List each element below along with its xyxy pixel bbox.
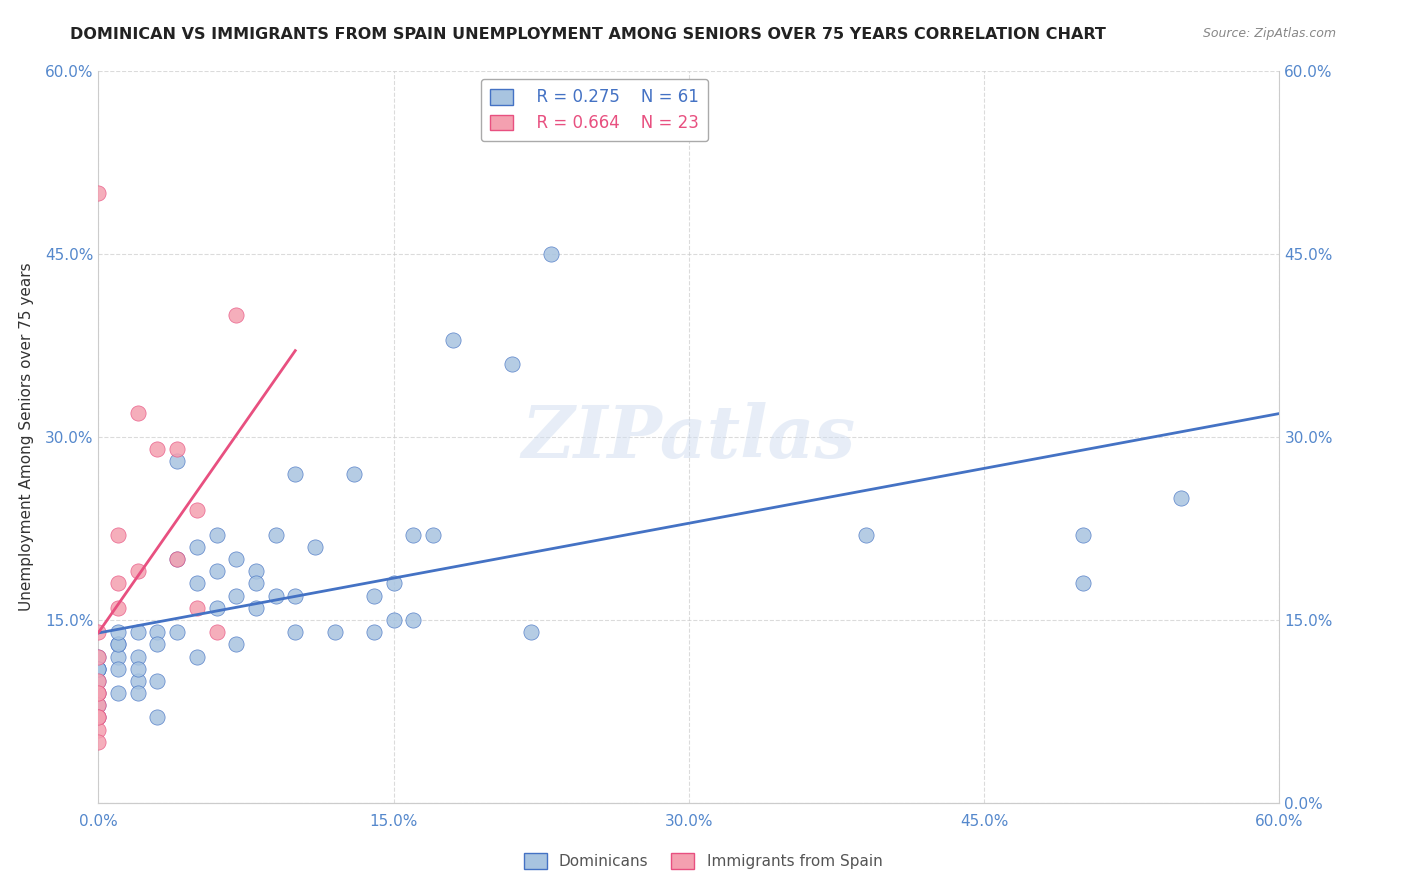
Legend:   R = 0.275    N = 61,   R = 0.664    N = 23: R = 0.275 N = 61, R = 0.664 N = 23 [481, 79, 707, 141]
Point [186, 540, 208, 554]
Point [87, 673, 110, 688]
Point [855, 527, 877, 541]
Point [146, 442, 169, 457]
Point [127, 662, 149, 676]
Point [343, 467, 366, 481]
Point [166, 454, 188, 468]
Point [166, 442, 188, 457]
Point [127, 625, 149, 640]
Point [87, 735, 110, 749]
Point [186, 600, 208, 615]
Point [363, 589, 385, 603]
Point [186, 576, 208, 591]
Point [205, 564, 228, 578]
Text: ZIPatlas: ZIPatlas [522, 401, 856, 473]
Point [205, 600, 228, 615]
Point [520, 625, 543, 640]
Point [127, 649, 149, 664]
Point [166, 625, 188, 640]
Point [107, 649, 129, 664]
Point [245, 564, 267, 578]
Point [323, 625, 346, 640]
Point [284, 625, 307, 640]
Point [1071, 576, 1094, 591]
Point [87, 662, 110, 676]
Point [107, 576, 129, 591]
Point [87, 649, 110, 664]
Point [264, 527, 287, 541]
Point [146, 625, 169, 640]
Point [264, 589, 287, 603]
Point [382, 613, 405, 627]
Point [225, 552, 247, 566]
Point [245, 576, 267, 591]
Point [87, 723, 110, 737]
Point [87, 710, 110, 724]
Point [107, 527, 129, 541]
Point [402, 613, 425, 627]
Point [87, 662, 110, 676]
Point [1071, 527, 1094, 541]
Point [304, 540, 326, 554]
Point [363, 625, 385, 640]
Point [382, 576, 405, 591]
Point [225, 308, 247, 322]
Point [146, 673, 169, 688]
Point [166, 552, 188, 566]
Point [245, 600, 267, 615]
Point [146, 637, 169, 651]
Point [205, 527, 228, 541]
Point [402, 527, 425, 541]
Point [1170, 491, 1192, 505]
Point [87, 710, 110, 724]
Point [284, 589, 307, 603]
Text: Source: ZipAtlas.com: Source: ZipAtlas.com [1202, 27, 1336, 40]
Point [87, 698, 110, 713]
Point [501, 357, 523, 371]
Y-axis label: Unemployment Among Seniors over 75 years: Unemployment Among Seniors over 75 years [18, 263, 34, 611]
Point [127, 686, 149, 700]
Point [87, 673, 110, 688]
Point [87, 649, 110, 664]
Point [87, 662, 110, 676]
Point [225, 637, 247, 651]
Point [127, 564, 149, 578]
Point [146, 710, 169, 724]
Point [186, 503, 208, 517]
Point [166, 552, 188, 566]
Point [107, 686, 129, 700]
Point [127, 673, 149, 688]
Legend: Dominicans, Immigrants from Spain: Dominicans, Immigrants from Spain [517, 847, 889, 875]
Point [284, 467, 307, 481]
Point [107, 600, 129, 615]
Point [87, 186, 110, 201]
Point [107, 662, 129, 676]
Point [225, 589, 247, 603]
Point [186, 649, 208, 664]
Point [107, 637, 129, 651]
Point [87, 625, 110, 640]
Point [87, 686, 110, 700]
Point [87, 710, 110, 724]
Point [87, 686, 110, 700]
Point [87, 686, 110, 700]
Point [87, 698, 110, 713]
Point [107, 637, 129, 651]
Point [422, 527, 444, 541]
Text: DOMINICAN VS IMMIGRANTS FROM SPAIN UNEMPLOYMENT AMONG SENIORS OVER 75 YEARS CORR: DOMINICAN VS IMMIGRANTS FROM SPAIN UNEMP… [70, 27, 1107, 42]
Point [441, 333, 464, 347]
Point [540, 247, 562, 261]
Point [127, 406, 149, 420]
Point [205, 625, 228, 640]
Point [107, 625, 129, 640]
